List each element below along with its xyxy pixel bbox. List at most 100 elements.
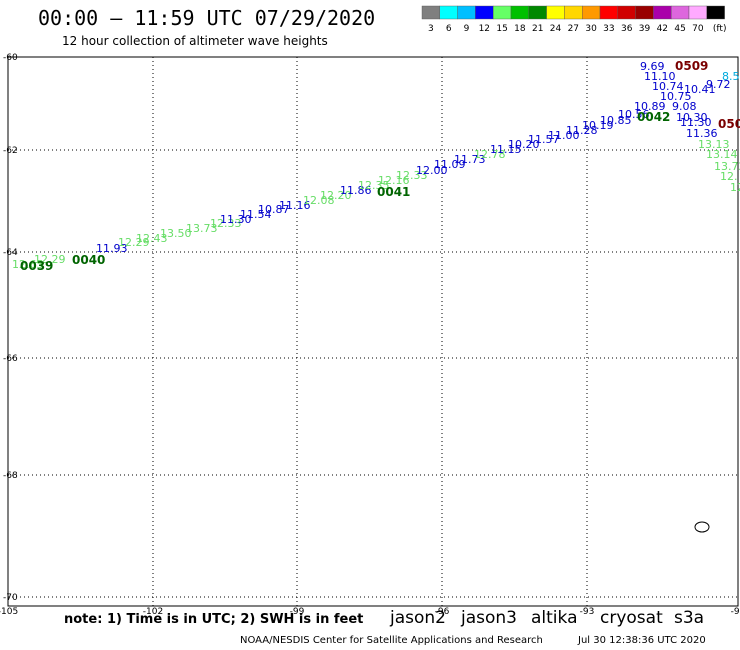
legend-altika: altika [531,608,578,628]
legend-bin-label: 70 [692,24,704,34]
legend-bin-label: 12 [479,24,490,34]
legend-swatch [493,5,512,20]
legend-bin-label: 6 [446,24,452,34]
swh-value-label: 12.33 [210,217,242,230]
legend-jason2: jason2 [390,608,446,628]
track-number-label: 0042 [637,110,670,124]
legend-swatch [421,5,440,20]
legend-bin-label: (ft) [713,24,727,34]
swh-value-label: 11.09 [434,158,466,171]
swh-value-label: 9.69 [640,60,665,73]
legend-swatch [635,5,654,20]
swh-value-label: 13.73 [186,222,218,235]
legend-swatch [653,5,672,20]
page-title: 00:00 — 11:59 UTC 07/29/2020 [38,6,376,30]
legend-bin-label: 18 [514,24,526,34]
footer-timestamp: Jul 30 12:38:36 UTC 2020 [578,635,706,646]
legend-s3a: s3a [674,608,705,628]
lon-tick-label: -93 [580,607,595,617]
lat-tick-label: -62 [3,146,18,156]
track-number-label: 050 [718,117,740,131]
swh-value-label: 11.28 [566,124,598,137]
legend-bin-label: 27 [568,24,579,34]
legend-swatch [599,5,618,20]
lon-tick-label: -105 [0,607,18,617]
swh-value-label: 13.72 [714,160,740,173]
swh-value-label: 12.08 [303,194,335,207]
swh-value-label: 10.56 [618,108,650,121]
swh-value-label: 10.75 [660,90,692,103]
swh-value-label: 11.86 [340,184,372,197]
legend-bin-label: 3 [428,24,434,34]
legend-swatch [528,5,547,20]
legend-swatch [617,5,636,20]
swh-value-label: 9.72 [706,78,731,91]
swh-value-label: 11.57 [528,133,560,146]
lon-tick-label: -96 [435,607,450,617]
swh-value-label: 12.33 [396,169,428,182]
swh-value-label: 11.36 [686,127,718,140]
track-number-label: 0039 [20,259,53,273]
lon-tick-label: -99 [290,607,305,617]
swh-value-label: 12. [720,170,738,183]
legend-bin-label: 21 [532,24,543,34]
legend-swatch [475,5,494,20]
swh-value-label: 10.89 [634,100,666,113]
legend-cryosat: cryosat [600,608,663,628]
swh-value-label: 13.14 [706,148,738,161]
swh-value-label: 13.13 [698,138,730,151]
swh-value-label: 12.29 [118,236,150,249]
swh-value-label: 12.78 [474,148,506,161]
legend-swatch [510,5,529,20]
color-legend: 3 6 9 12 15 18 21 24 27 30 33 36 39 42 45 70 (ft) [421,5,727,34]
swh-value-label: 11.00 [548,129,580,142]
swh-value-label: 13.50 [160,227,192,240]
legend-bin-label: 9 [464,24,470,34]
track-number-label: 0040 [72,253,105,267]
map-frame [7,56,739,607]
legend-bin-label: 45 [674,24,685,34]
swh-value-label: 10.30 [676,111,708,124]
swh-value-label: 8.57 [722,70,740,83]
swh-labels: 12.6512.2911.9312.2912.4313.5013.7312.33… [12,60,740,271]
legend-swatch [688,5,707,20]
lat-tick-label: -68 [3,471,18,481]
swh-value-label: 11.30 [680,116,712,129]
swh-value-label: 11.73 [454,153,486,166]
swh-value-label: 11.54 [240,208,272,221]
swh-value-label: 12.20 [320,189,352,202]
legend-bin-label: 30 [585,24,597,34]
swh-value-label: 10.85 [600,114,632,127]
lat-tick-label: -66 [3,354,18,364]
swh-value-label: 11.15 [490,143,522,156]
legend-swatch [546,5,565,20]
track-number-label: 0041 [377,185,410,199]
swh-value-label: 12.43 [136,232,168,245]
swh-value-label: 12.00 [416,164,448,177]
legend-swatch [457,5,476,20]
swh-value-label: 12.16 [378,174,410,187]
island-outline [694,521,710,533]
legend-bin-label: 39 [639,24,651,34]
footer-credit: NOAA/NESDIS Center for Satellite Applica… [240,635,543,646]
footer-note: note: 1) Time is in UTC; 2) SWH is in fe… [64,612,364,627]
legend-bin-label: 42 [657,24,668,34]
swh-value-label: 12.29 [34,253,66,266]
legend-swatch [671,5,690,20]
legend-swatch [439,5,458,20]
legend-swatch [706,5,725,20]
lat-tick-label: -60 [3,53,18,63]
swh-value-label: 10.41 [684,83,716,96]
legend-jason3: jason3 [461,608,517,628]
legend-bin-label: 36 [621,24,633,34]
lon-tick-label: -102 [143,607,163,617]
legend-bin-label: 24 [550,24,562,34]
legend-bin-label: 33 [603,24,614,34]
swh-value-label: 10.19 [582,119,614,132]
swh-value-label: 10.74 [652,80,684,93]
tick-labels: -105 -102 -99 -96 -93 -90 -60 -62 -64 -66 -68 -70 [0,53,740,617]
swh-value-label: 11.93 [96,242,128,255]
lat-tick-label: -70 [3,593,18,603]
swh-value-label: 9.08 [672,100,697,113]
